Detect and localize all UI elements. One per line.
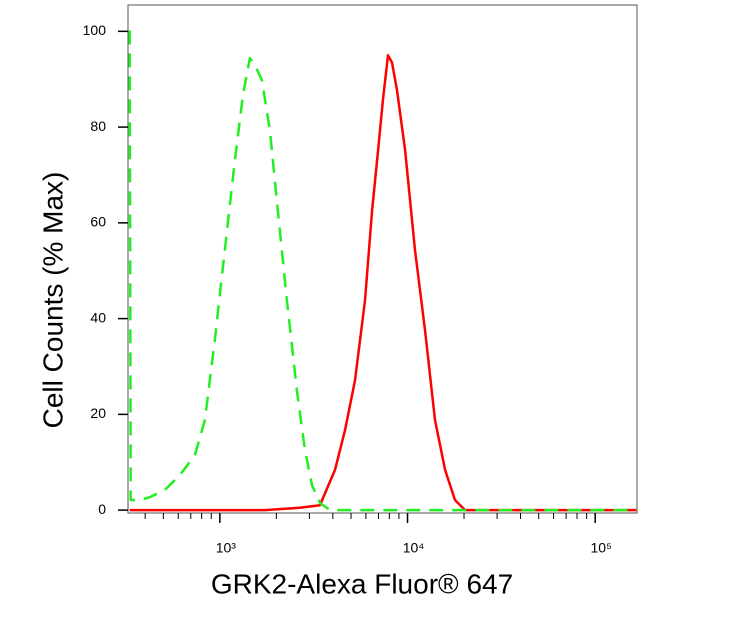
series-line	[129, 54, 637, 512]
x-axis-title: GRK2-Alexa Fluor® 647	[211, 568, 513, 599]
y-tick-label: 100	[83, 22, 107, 38]
y-tick-label: 60	[90, 214, 106, 230]
y-tick-label: 80	[90, 118, 106, 134]
series-line	[128, 30, 637, 512]
y-tick-label: 20	[90, 405, 106, 421]
y-axis-title: Cell Counts (% Max)	[37, 172, 68, 429]
plot-frame	[127, 4, 638, 514]
x-tick-label: 10³	[216, 540, 237, 556]
x-tick-label: 10⁴	[403, 540, 425, 556]
y-tick-label: 0	[98, 501, 106, 517]
y-tick-label: 40	[90, 309, 106, 325]
x-tick-label: 10⁵	[591, 540, 612, 556]
